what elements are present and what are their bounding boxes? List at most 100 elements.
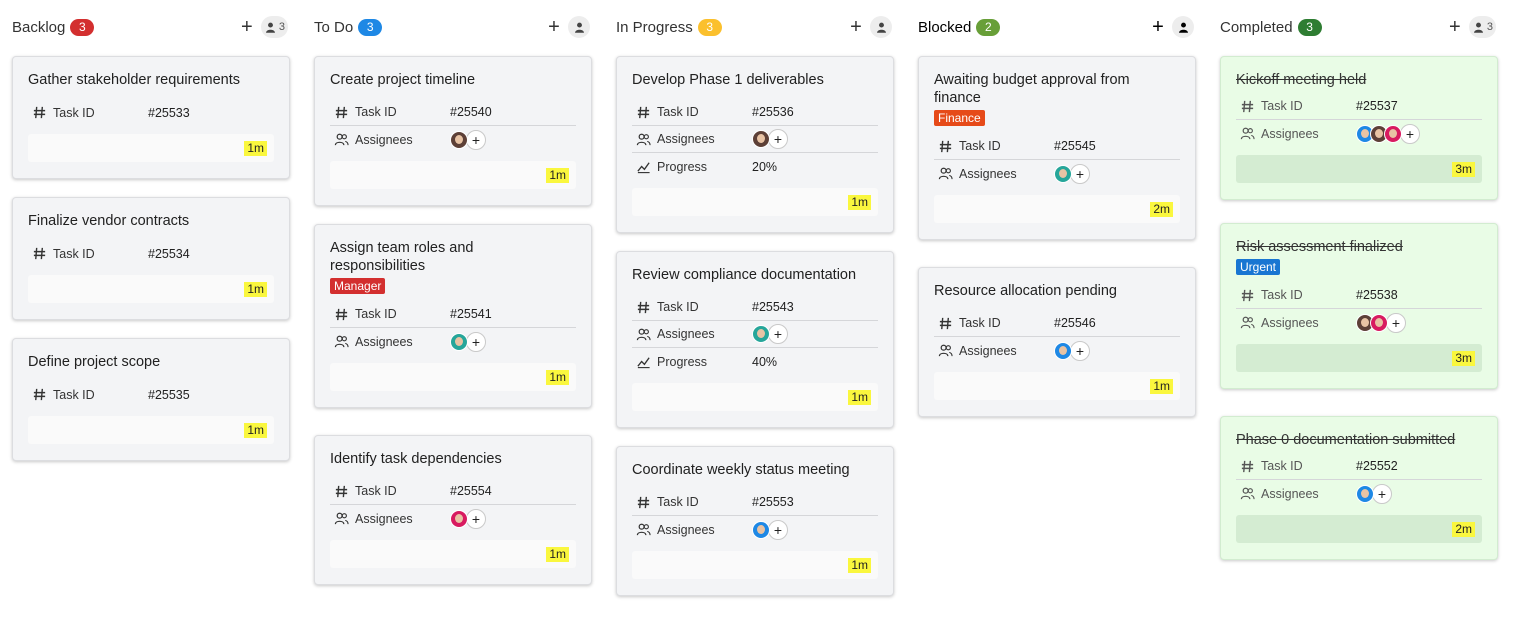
task-id-row: Task ID #25545 bbox=[934, 133, 1180, 160]
task-id-row: Task ID #25538 bbox=[1236, 282, 1482, 309]
add-assignee-button[interactable]: + bbox=[466, 331, 486, 352]
avatar[interactable] bbox=[1370, 313, 1388, 332]
people-icon bbox=[1240, 315, 1258, 330]
task-card[interactable]: Risk assessment finalized Urgent Task ID #2… bbox=[1220, 223, 1498, 389]
card-footer: 1m bbox=[330, 363, 576, 391]
add-card-button[interactable]: + bbox=[548, 16, 560, 38]
card-title: Coordinate weekly status meeting bbox=[632, 462, 850, 478]
add-assignee-button[interactable]: + bbox=[1070, 163, 1090, 184]
avatar[interactable] bbox=[1384, 124, 1402, 143]
task-card[interactable]: Finalize vendor contracts Task ID #25534 1m bbox=[12, 197, 290, 320]
card-fields: Task ID #25553 Assignees + bbox=[632, 489, 878, 543]
hash-icon bbox=[1240, 288, 1258, 303]
members-button[interactable] bbox=[1172, 16, 1194, 38]
task-card[interactable]: Phase 0 documentation submitted Task ID #2… bbox=[1220, 416, 1498, 560]
assignees-row: Assignees + bbox=[632, 126, 878, 153]
add-assignee-button[interactable]: + bbox=[1400, 123, 1420, 144]
task-id-label: Task ID bbox=[53, 105, 95, 120]
members-button[interactable] bbox=[870, 16, 892, 38]
column-title: In Progress bbox=[616, 18, 693, 36]
card-footer: 1m bbox=[330, 161, 576, 189]
column-header: Backlog 3 +3 bbox=[12, 16, 290, 38]
add-assignee-button[interactable]: + bbox=[768, 129, 788, 149]
card-title: Assign team roles and responsibilities bbox=[330, 240, 474, 274]
trending-up-icon bbox=[636, 159, 654, 174]
members-button[interactable]: 3 bbox=[260, 16, 288, 38]
task-id-value: #25537 bbox=[1356, 99, 1398, 113]
card-fields: Task ID #25538 Assignees + bbox=[1236, 282, 1482, 336]
task-card[interactable]: Kickoff meeting held Task ID #25537 Assigne… bbox=[1220, 56, 1498, 200]
avatar[interactable] bbox=[450, 130, 468, 149]
column-title: Completed bbox=[1220, 18, 1293, 36]
hash-icon bbox=[636, 300, 654, 315]
add-assignee-button[interactable]: + bbox=[1372, 483, 1392, 504]
task-card[interactable]: Review compliance documentation Task ID #2… bbox=[616, 251, 894, 428]
task-card[interactable]: Awaiting budget approval from finance Fin… bbox=[918, 56, 1196, 240]
task-id-value: #25535 bbox=[148, 387, 190, 402]
avatar[interactable] bbox=[752, 130, 770, 148]
avatar[interactable] bbox=[1054, 164, 1072, 183]
task-card[interactable]: Identify task dependencies Task ID #25554 A… bbox=[314, 435, 592, 585]
task-card[interactable]: Resource allocation pending Task ID #25546… bbox=[918, 267, 1196, 417]
add-assignee-button[interactable]: + bbox=[1386, 312, 1406, 333]
add-assignee-button[interactable]: + bbox=[466, 508, 486, 529]
task-id-row: Task ID #25541 bbox=[330, 301, 576, 328]
count-badge: 3 bbox=[70, 18, 95, 36]
assignees-avatars: + bbox=[450, 508, 486, 529]
card-footer: 1m bbox=[632, 383, 878, 411]
avatar[interactable] bbox=[1356, 484, 1374, 503]
add-card-button[interactable]: + bbox=[1152, 16, 1164, 38]
add-assignee-button[interactable]: + bbox=[768, 519, 788, 540]
assignees-avatars: + bbox=[1054, 163, 1090, 184]
assignees-label: Assignees bbox=[959, 343, 1017, 358]
task-id-label: Task ID bbox=[959, 139, 1001, 153]
assignees-row: Assignees + bbox=[632, 321, 878, 348]
card-title: Phase 0 documentation submitted bbox=[1236, 432, 1456, 448]
time-badge: 1m bbox=[1150, 378, 1173, 394]
avatar[interactable] bbox=[752, 520, 770, 539]
task-id-row: Task ID #25552 bbox=[1236, 453, 1482, 480]
members-button[interactable]: 3 bbox=[1468, 16, 1496, 38]
assignees-row: Assignees + bbox=[330, 505, 576, 532]
people-icon bbox=[636, 522, 654, 537]
task-card[interactable]: Create project timeline Task ID #25540 Assi… bbox=[314, 56, 592, 206]
avatar[interactable] bbox=[450, 509, 468, 528]
add-assignee-button[interactable]: + bbox=[768, 324, 788, 344]
task-card[interactable]: Develop Phase 1 deliverables Task ID #2553… bbox=[616, 56, 894, 233]
add-assignee-button[interactable]: + bbox=[466, 129, 486, 150]
task-card[interactable]: Define project scope Task ID #25535 1m bbox=[12, 338, 290, 461]
task-id-label: Task ID bbox=[355, 105, 397, 119]
person-icon bbox=[573, 21, 586, 34]
members-button[interactable] bbox=[568, 16, 590, 38]
assignees-row: Assignees + bbox=[330, 126, 576, 153]
add-assignee-button[interactable]: + bbox=[1070, 340, 1090, 361]
person-icon bbox=[264, 21, 277, 34]
task-id-value: #25546 bbox=[1054, 316, 1096, 330]
people-icon bbox=[1240, 126, 1258, 141]
add-card-button[interactable]: + bbox=[1449, 16, 1461, 38]
task-card[interactable]: Gather stakeholder requirements Task ID #2… bbox=[12, 56, 290, 179]
add-card-button[interactable]: + bbox=[241, 16, 253, 38]
avatar[interactable] bbox=[450, 332, 468, 351]
card-title: Create project timeline bbox=[330, 72, 476, 88]
progress-label: Progress bbox=[657, 354, 708, 369]
add-card-button[interactable]: + bbox=[850, 16, 862, 38]
people-icon bbox=[938, 166, 956, 181]
person-icon bbox=[875, 21, 888, 34]
avatar[interactable] bbox=[1054, 341, 1072, 360]
avatar[interactable] bbox=[752, 325, 770, 343]
time-badge: 1m bbox=[244, 422, 267, 438]
card-tag: Urgent bbox=[1236, 259, 1281, 275]
column-blocked: Blocked 2 + Awaiting budget approval from f… bbox=[918, 0, 1196, 619]
hash-icon bbox=[32, 387, 50, 402]
hash-icon bbox=[334, 484, 352, 499]
time-badge: 1m bbox=[848, 194, 871, 210]
task-id-label: Task ID bbox=[657, 300, 699, 314]
hash-icon bbox=[938, 139, 956, 154]
task-card[interactable]: Coordinate weekly status meeting Task ID #… bbox=[616, 446, 894, 596]
time-badge: 1m bbox=[244, 140, 267, 156]
time-badge: 2m bbox=[1452, 521, 1475, 537]
card-fields: Task ID #25534 bbox=[28, 240, 274, 267]
task-card[interactable]: Assign team roles and responsibilities Ma… bbox=[314, 224, 592, 408]
assignees-label: Assignees bbox=[959, 166, 1017, 181]
